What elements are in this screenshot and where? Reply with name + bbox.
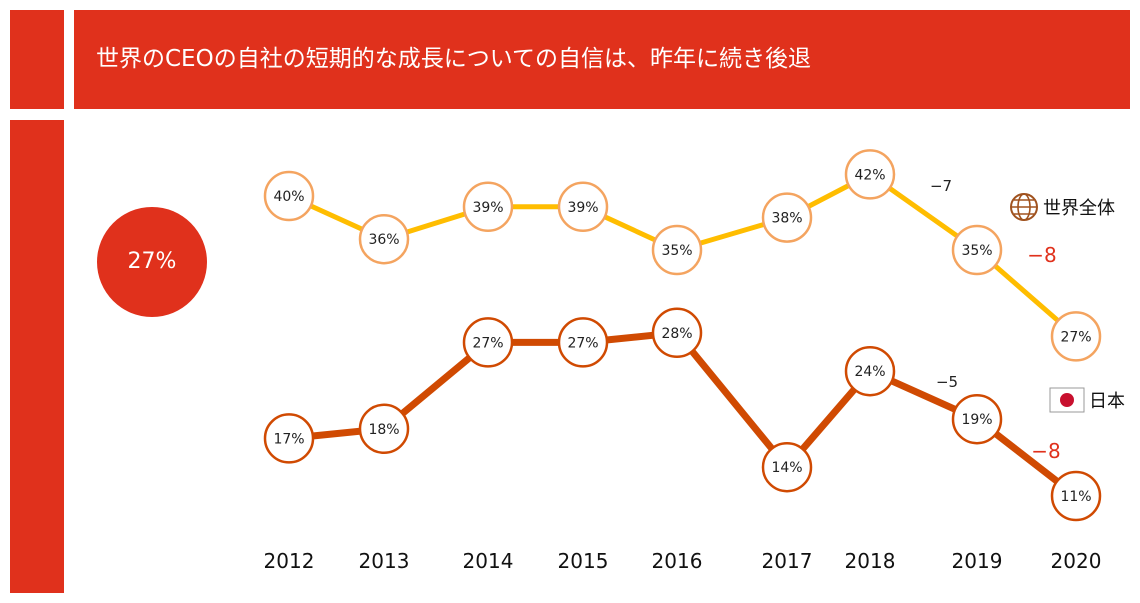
- x-tick-label: 2019: [952, 549, 1003, 573]
- globe-icon: [1010, 193, 1038, 221]
- japan-point-marker: [844, 345, 896, 397]
- world-data-label: 35%: [661, 243, 692, 259]
- japan-point-marker: [462, 317, 514, 368]
- header-corner-block: [10, 10, 64, 109]
- world-data-label: 38%: [771, 211, 802, 227]
- world-point-marker: [761, 192, 813, 243]
- total-change-annotation: −8: [1027, 243, 1056, 267]
- japan-data-label: 19%: [961, 412, 992, 428]
- japan-data-label: 11%: [1060, 489, 1091, 505]
- japan-data-label: 14%: [771, 460, 802, 476]
- yearly-change-annotation: −5: [936, 373, 958, 391]
- world-point-marker: [1050, 311, 1102, 362]
- world-point-marker: [651, 224, 703, 276]
- japan-data-label: 24%: [854, 364, 885, 380]
- legend-label-japan: 日本: [1089, 391, 1125, 412]
- world-point-marker: [557, 181, 609, 233]
- x-tick-label: 2020: [1051, 549, 1102, 573]
- world-data-label: 39%: [567, 200, 598, 216]
- world-data-label: 40%: [273, 189, 304, 205]
- japan-point-marker: [951, 393, 1003, 445]
- japan-data-label: 28%: [661, 326, 692, 342]
- x-tick-label: 2014: [463, 549, 514, 573]
- japan-point-marker: [651, 307, 703, 359]
- japan-data-label: 18%: [368, 422, 399, 438]
- world-data-label: 35%: [961, 243, 992, 259]
- japan-point-marker: [358, 403, 410, 455]
- world-data-label: 39%: [472, 200, 503, 216]
- legend-label-world: 世界全体: [1043, 198, 1115, 219]
- x-tick-label: 2013: [359, 549, 410, 573]
- page-title: 世界のCEOの自社の短期的な成長についての自信は、昨年に続き後退: [96, 46, 812, 72]
- japan-data-label: 27%: [567, 335, 598, 351]
- summary-value-circle: 27%: [97, 207, 207, 317]
- world-data-label: 42%: [854, 167, 885, 183]
- japan-point-marker: [1050, 470, 1102, 522]
- x-tick-label: 2018: [845, 549, 896, 573]
- world-point-marker: [844, 149, 896, 200]
- world-point-marker: [263, 170, 315, 222]
- x-tick-label: 2012: [264, 549, 315, 573]
- total-change-annotation: −8: [1031, 439, 1060, 463]
- left-accent-strip: [10, 120, 64, 593]
- japan-point-marker: [761, 441, 813, 493]
- japan-point-marker: [557, 317, 609, 368]
- world-point-marker: [462, 181, 514, 233]
- world-data-label: 36%: [368, 232, 399, 248]
- japan-flag-icon: [1049, 387, 1085, 413]
- x-tick-label: 2017: [762, 549, 813, 573]
- japan-data-label: 27%: [472, 335, 503, 351]
- world-data-label: 27%: [1060, 329, 1091, 345]
- yearly-change-annotation: −7: [930, 177, 952, 195]
- title-bar: 世界のCEOの自社の短期的な成長についての自信は、昨年に続き後退: [74, 10, 1130, 109]
- japan-point-marker: [263, 413, 315, 464]
- world-point-marker: [951, 224, 1003, 276]
- x-tick-label: 2015: [558, 549, 609, 573]
- x-tick-label: 2016: [652, 549, 703, 573]
- japan-data-label: 17%: [273, 431, 304, 447]
- world-point-marker: [358, 213, 410, 265]
